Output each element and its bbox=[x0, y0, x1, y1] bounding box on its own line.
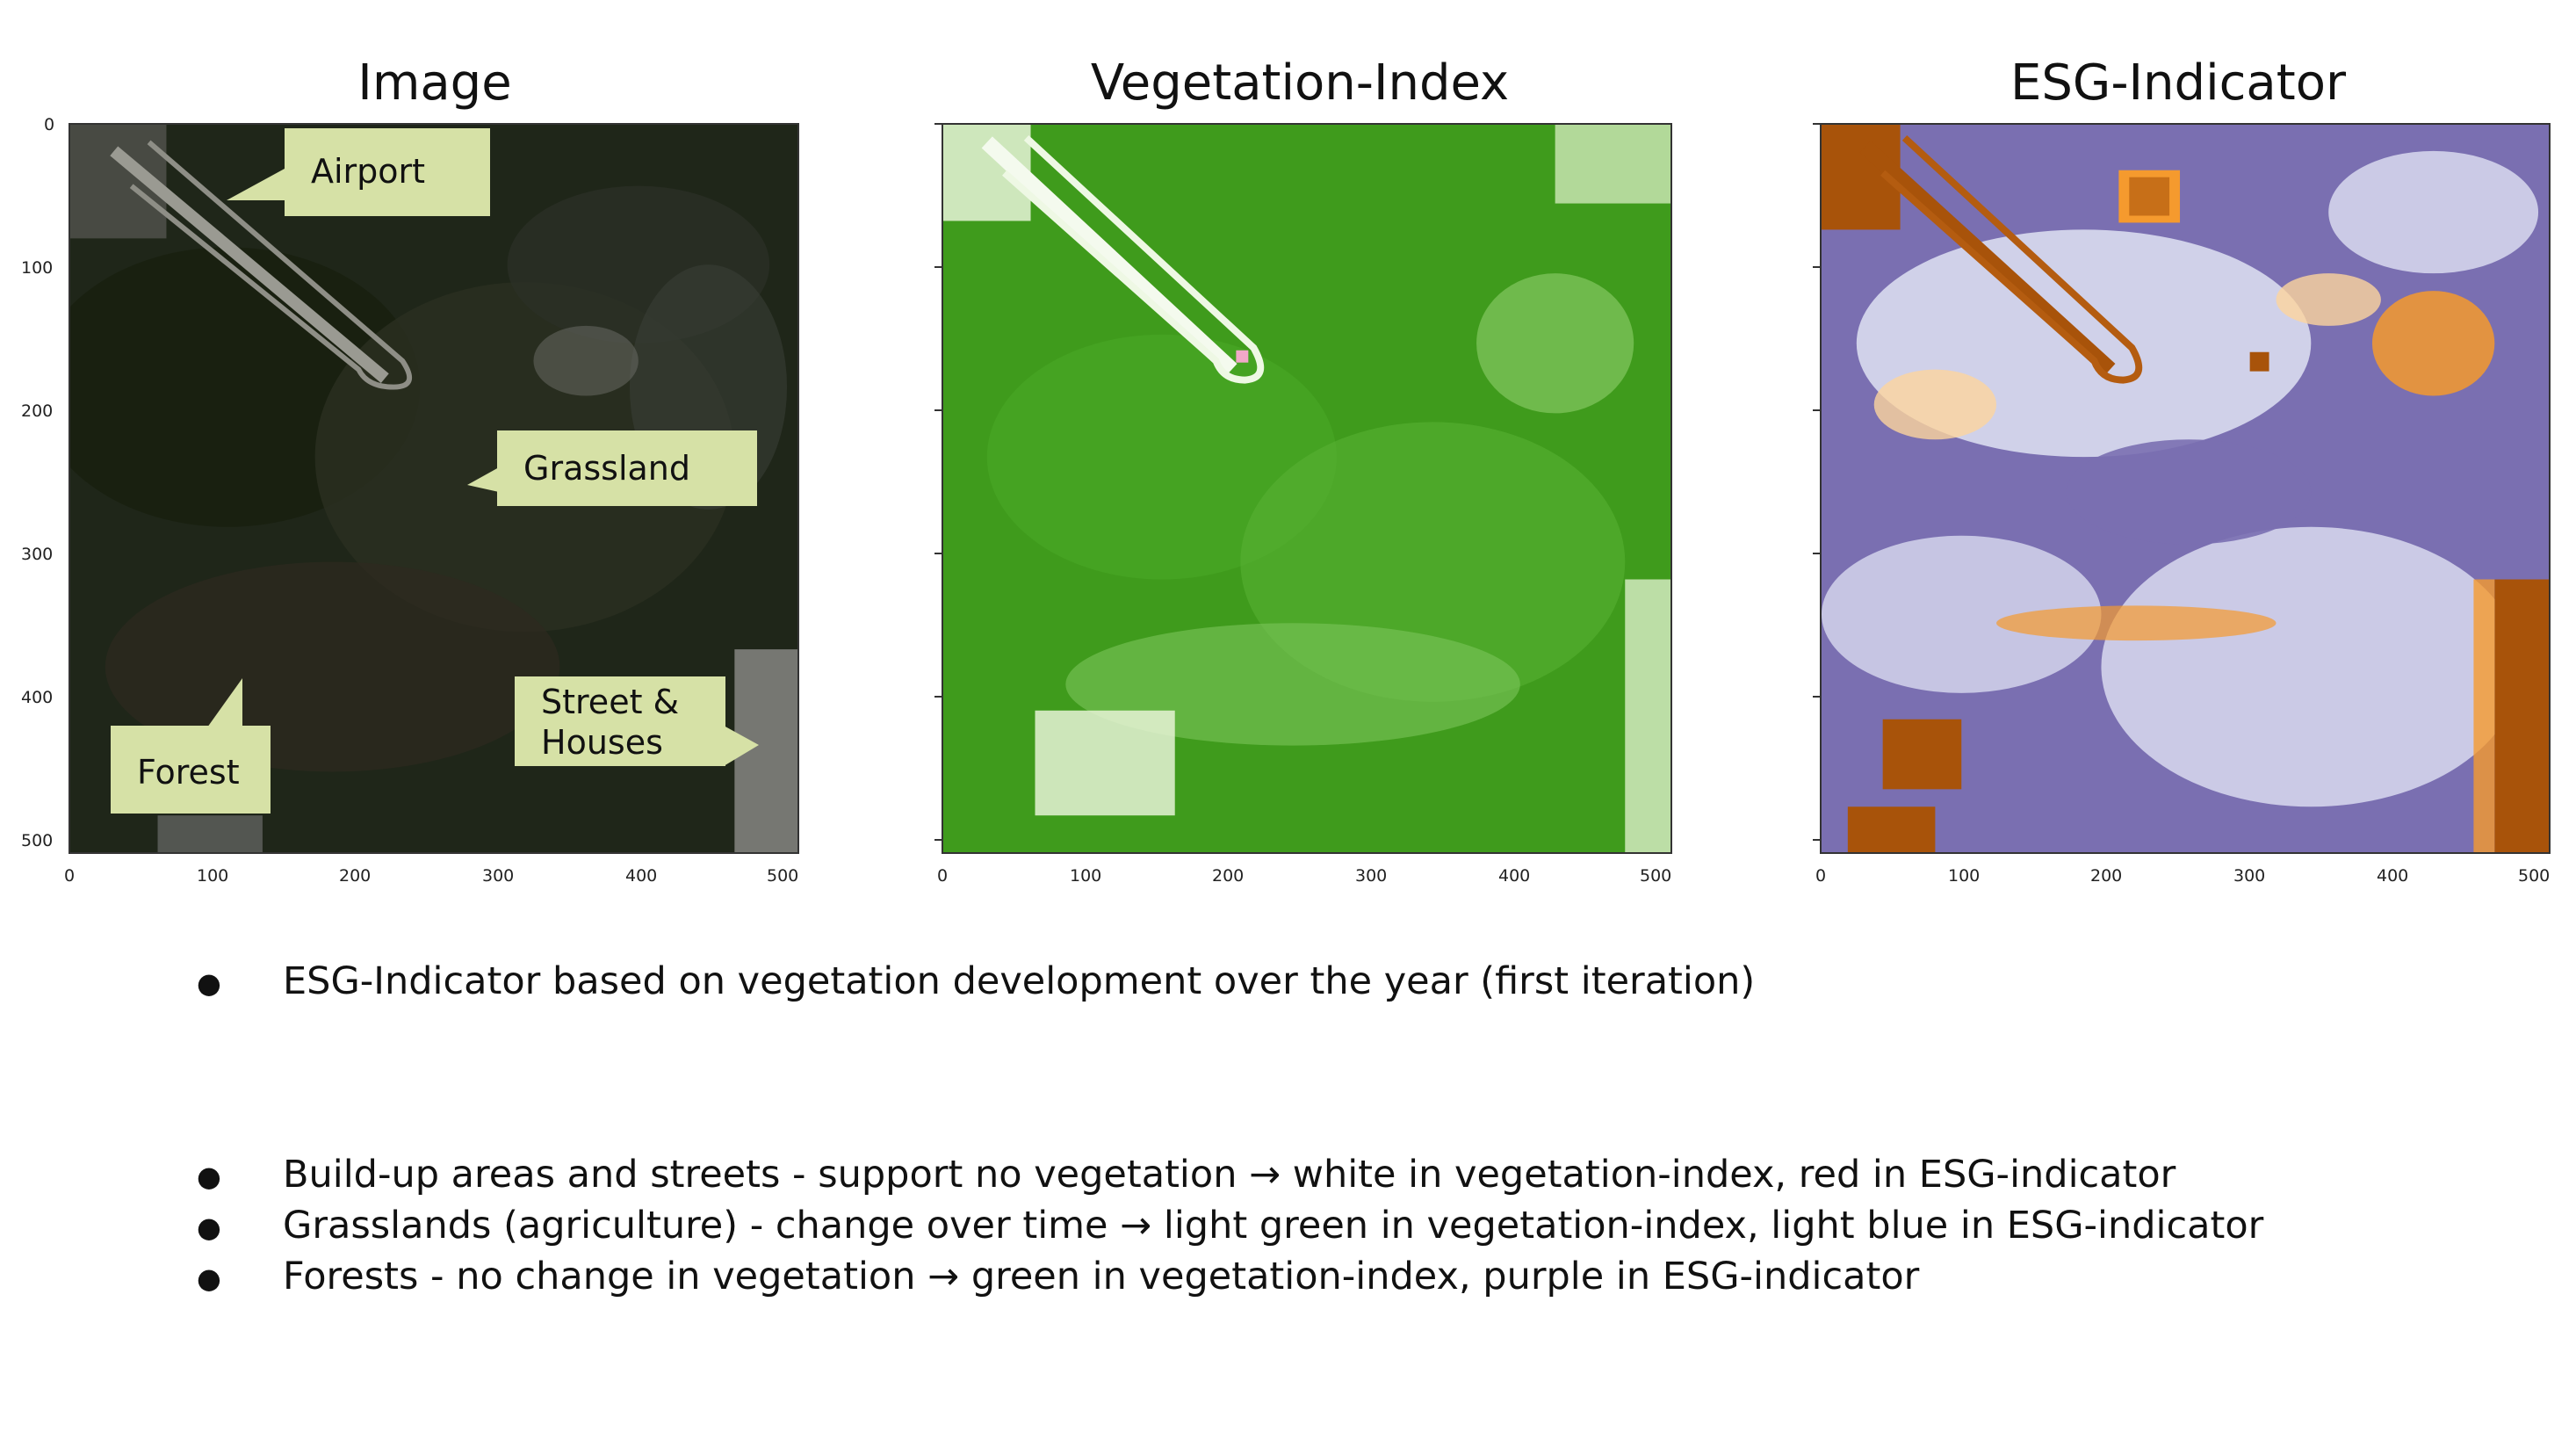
y-tick-label: 100 bbox=[21, 258, 54, 278]
bullet-text: Grasslands (agriculture) - change over t… bbox=[283, 1204, 2264, 1248]
y-tick-mark bbox=[934, 839, 942, 841]
bullet-text: ESG-Indicator based on vegetation develo… bbox=[283, 959, 1756, 1003]
x-tick-label: 0 bbox=[1815, 866, 1827, 886]
panel-vegetation-index: Vegetation-Index 0 100 200 300 400 500 bbox=[878, 0, 1672, 896]
bullet-text: Forests - no change in vegetation → gree… bbox=[283, 1255, 1920, 1298]
x-tick-label: 500 bbox=[767, 866, 799, 886]
callout-airport-label: Airport bbox=[311, 152, 426, 191]
callout-street-houses: Street & Houses bbox=[515, 676, 725, 766]
y-tick-label: 500 bbox=[21, 831, 54, 850]
esg-indicator-map bbox=[1820, 123, 2551, 854]
x-tick-label: 100 bbox=[1948, 866, 1981, 886]
callout-grassland-pointer bbox=[467, 467, 499, 492]
y-tick-mark bbox=[934, 123, 942, 125]
bullet-item: ● Forests - no change in vegetation → gr… bbox=[0, 1255, 2547, 1304]
x-tick-label: 100 bbox=[197, 866, 229, 886]
y-tick-mark bbox=[1813, 123, 1820, 125]
x-tick-label: 300 bbox=[2233, 866, 2266, 886]
vegetation-index-map bbox=[942, 123, 1672, 854]
y-tick-mark bbox=[1813, 839, 1820, 841]
x-tick-label: 200 bbox=[1212, 866, 1245, 886]
y-tick-label: 200 bbox=[21, 401, 54, 421]
x-tick-label: 400 bbox=[625, 866, 658, 886]
y-tick-mark bbox=[1813, 696, 1820, 698]
x-tick-label: 300 bbox=[1355, 866, 1388, 886]
callout-street-houses-pointer bbox=[724, 726, 759, 766]
bullet-icon: ● bbox=[197, 1160, 221, 1193]
panel-esg-indicator: ESG-Indicator 0 100 bbox=[1757, 0, 2551, 896]
y-tick-mark bbox=[1813, 266, 1820, 268]
x-tick-label: 300 bbox=[482, 866, 515, 886]
callout-street-houses-label: Street & Houses bbox=[541, 683, 680, 762]
bullet-item: ● ESG-Indicator based on vegetation deve… bbox=[0, 959, 2547, 1009]
bullet-icon: ● bbox=[197, 1211, 221, 1244]
callout-airport-pointer bbox=[227, 169, 285, 200]
bullet-item: ● Grasslands (agriculture) - change over… bbox=[0, 1204, 2547, 1253]
callout-grassland: Grassland bbox=[497, 430, 757, 506]
callout-airport: Airport bbox=[285, 128, 490, 216]
y-tick-mark bbox=[1813, 553, 1820, 554]
bullet-text: Build-up areas and streets - support no … bbox=[283, 1153, 2176, 1197]
y-tick-label: 0 bbox=[44, 115, 55, 134]
bullet-icon: ● bbox=[197, 966, 221, 1000]
x-tick-label: 400 bbox=[1498, 866, 1531, 886]
bullet-icon: ● bbox=[197, 1262, 221, 1295]
x-tick-label: 200 bbox=[2090, 866, 2123, 886]
y-tick-mark bbox=[934, 266, 942, 268]
callout-grassland-label: Grassland bbox=[523, 449, 690, 488]
y-tick-mark bbox=[934, 696, 942, 698]
panel-title-image: Image bbox=[357, 54, 512, 112]
x-tick-label: 200 bbox=[339, 866, 372, 886]
x-tick-label: 500 bbox=[2518, 866, 2551, 886]
panel-title-esg-indicator: ESG-Indicator bbox=[2010, 54, 2346, 112]
y-tick-mark bbox=[934, 553, 942, 554]
x-tick-label: 100 bbox=[1070, 866, 1102, 886]
y-tick-label: 400 bbox=[21, 688, 54, 707]
y-tick-mark bbox=[934, 409, 942, 411]
y-tick-label: 300 bbox=[21, 545, 54, 564]
x-tick-label: 400 bbox=[2377, 866, 2409, 886]
bullet-item: ● Build-up areas and streets - support n… bbox=[0, 1153, 2547, 1202]
callout-forest: Forest bbox=[111, 726, 271, 814]
x-tick-label: 500 bbox=[1640, 866, 1672, 886]
panel-title-vegetation-index: Vegetation-Index bbox=[1090, 54, 1510, 112]
x-tick-label: 0 bbox=[937, 866, 949, 886]
x-tick-label: 0 bbox=[64, 866, 76, 886]
callout-forest-pointer bbox=[207, 678, 242, 727]
y-tick-mark bbox=[1813, 409, 1820, 411]
callout-forest-label: Forest bbox=[137, 753, 240, 792]
